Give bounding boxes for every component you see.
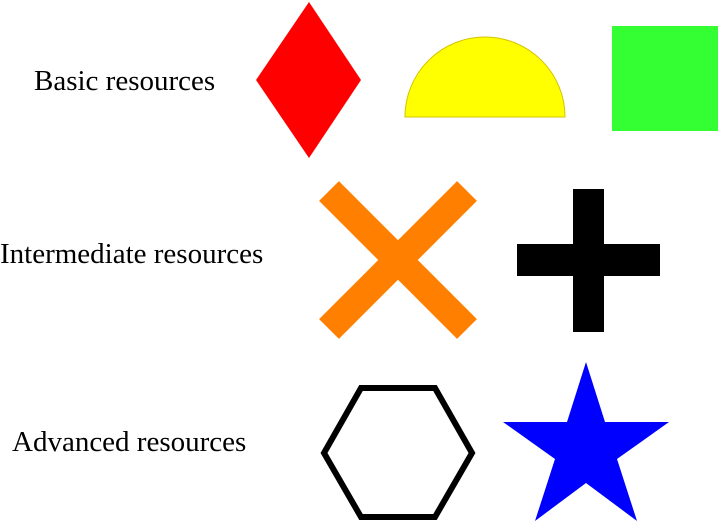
advanced-resources-label: Advanced resources: [12, 426, 247, 458]
orange-x-cross-icon: [319, 181, 477, 339]
black-hexagon-outline-icon: [320, 385, 476, 520]
yellow-semicircle-icon: [404, 36, 566, 118]
black-plus-icon: [517, 189, 660, 332]
intermediate-resources-label: Intermediate resources: [0, 238, 264, 270]
green-square-icon: [612, 26, 718, 131]
blue-star-icon: [503, 362, 669, 521]
red-diamond-icon: [256, 2, 361, 158]
basic-resources-label: Basic resources: [34, 65, 216, 97]
